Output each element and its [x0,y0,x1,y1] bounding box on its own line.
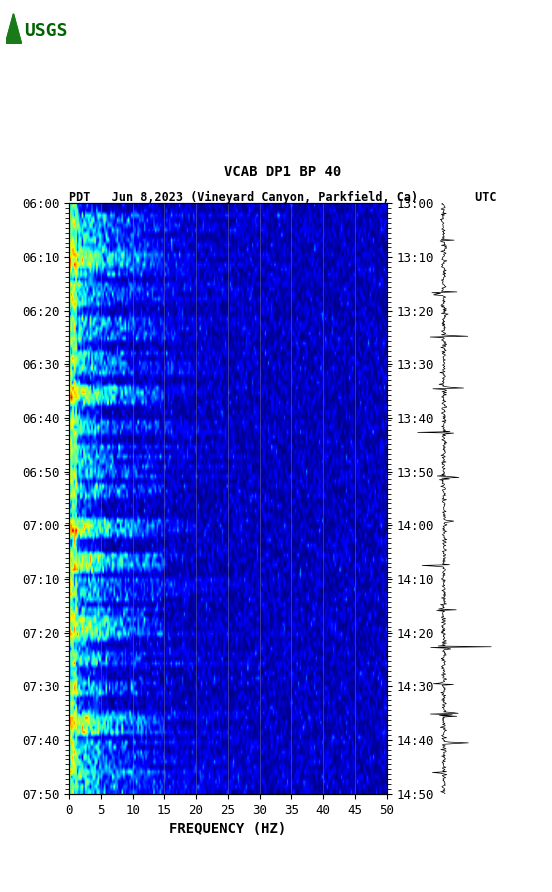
X-axis label: FREQUENCY (HZ): FREQUENCY (HZ) [169,822,286,836]
Text: ⊿USGS: ⊿USGS [73,125,140,145]
Text: USGS: USGS [24,22,67,40]
Text: VCAB DP1 BP 40: VCAB DP1 BP 40 [224,165,342,179]
Polygon shape [6,13,22,43]
Text: PDT   Jun 8,2023 (Vineyard Canyon, Parkfield, Ca)        UTC: PDT Jun 8,2023 (Vineyard Canyon, Parkfie… [69,191,497,203]
Polygon shape [6,13,22,43]
